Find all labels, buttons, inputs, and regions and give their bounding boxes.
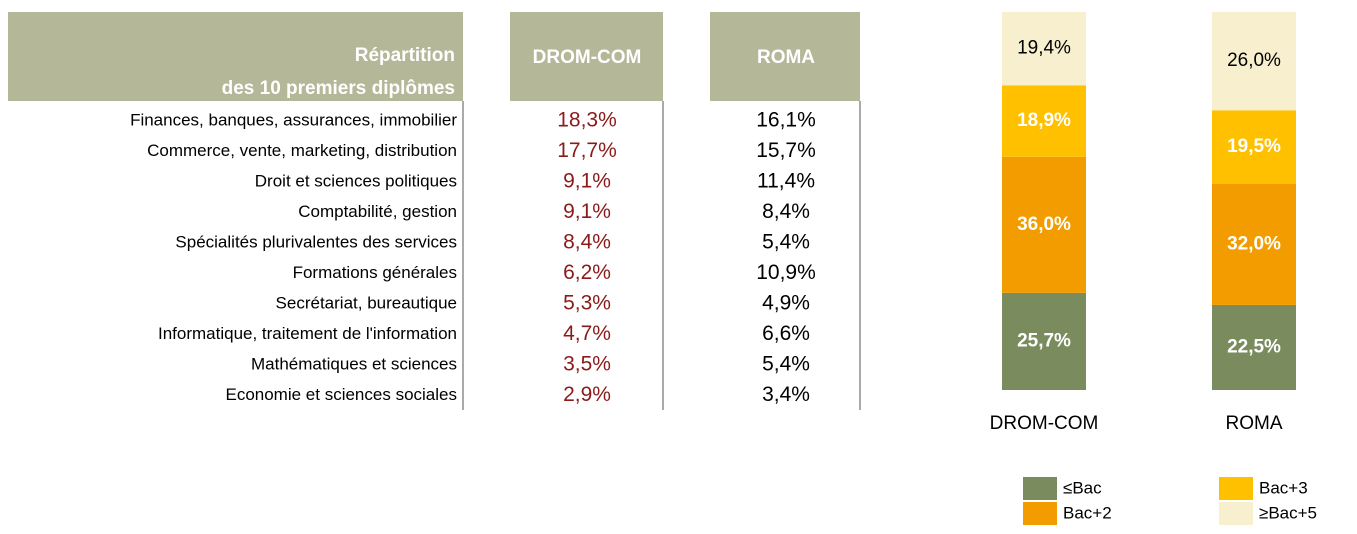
cell-value: 4,7% xyxy=(563,322,611,345)
legend-label: ≥Bac+5 xyxy=(1259,503,1317,522)
cell-value: 15,7% xyxy=(756,139,816,162)
bar-segment xyxy=(1002,156,1086,293)
cell-value: 8,4% xyxy=(762,200,810,223)
column-header: ROMA xyxy=(757,47,815,68)
header-cell xyxy=(8,12,463,101)
data-label: 19,4% xyxy=(1017,38,1071,59)
row-label: Informatique, traitement de l'informatio… xyxy=(158,324,457,343)
row-label: Formations générales xyxy=(293,263,457,282)
bar-segment xyxy=(1212,110,1296,184)
row-label: Secrétariat, bureautique xyxy=(276,293,457,312)
legend-label: Bac+3 xyxy=(1259,478,1308,497)
row-label: Commerce, vente, marketing, distribution xyxy=(147,141,457,160)
row-label: Spécialités plurivalentes des services xyxy=(175,232,457,251)
cell-value: 6,2% xyxy=(563,261,611,284)
cell-value: 17,7% xyxy=(557,139,617,162)
row-label: Economie et sciences sociales xyxy=(225,385,457,404)
x-tick-label: ROMA xyxy=(1226,413,1283,434)
cell-value: 9,1% xyxy=(563,170,611,193)
row-label: Droit et sciences politiques xyxy=(255,171,457,190)
cell-value: 11,4% xyxy=(757,170,815,193)
cell-value: 4,9% xyxy=(762,292,810,315)
header-title: Répartition xyxy=(355,45,455,66)
row-label: Finances, banques, assurances, immobilie… xyxy=(130,110,457,129)
row-label: Mathématiques et sciences xyxy=(251,354,457,373)
cell-value: 16,1% xyxy=(756,109,816,132)
cell-value: 5,4% xyxy=(762,231,810,254)
data-label: 25,7% xyxy=(1017,330,1071,351)
header-cell xyxy=(510,12,663,101)
cell-value: 10,9% xyxy=(756,261,816,284)
legend-label: Bac+2 xyxy=(1063,503,1112,522)
data-label: 19,5% xyxy=(1227,136,1281,157)
legend-swatch xyxy=(1219,502,1253,525)
cell-value: 5,3% xyxy=(563,292,611,315)
header-title: des 10 premiers diplômes xyxy=(222,78,455,99)
cell-value: 6,6% xyxy=(762,322,810,345)
data-label: 18,9% xyxy=(1017,110,1071,131)
data-label: 22,5% xyxy=(1227,336,1281,357)
cell-value: 8,4% xyxy=(563,231,611,254)
legend-label: ≤Bac xyxy=(1063,478,1102,497)
row-label: Comptabilité, gestion xyxy=(298,202,457,221)
bar-segment xyxy=(1212,304,1296,390)
bar-segment xyxy=(1212,12,1296,111)
bar-segment xyxy=(1002,12,1086,86)
bar-segment xyxy=(1002,85,1086,157)
cell-value: 3,5% xyxy=(563,353,611,376)
legend-swatch xyxy=(1023,502,1057,525)
bar-segment xyxy=(1212,183,1296,305)
cell-value: 5,4% xyxy=(762,353,810,376)
header-cell xyxy=(710,12,860,101)
cell-value: 2,9% xyxy=(563,383,611,406)
bar-segment xyxy=(1002,292,1086,390)
data-label: 32,0% xyxy=(1227,233,1281,254)
x-tick-label: DROM-COM xyxy=(990,413,1099,434)
data-label: 26,0% xyxy=(1227,50,1281,71)
data-label: 36,0% xyxy=(1017,214,1071,235)
cell-value: 18,3% xyxy=(557,109,617,132)
cell-value: 3,4% xyxy=(762,383,810,406)
cell-value: 9,1% xyxy=(563,200,611,223)
column-header: DROM-COM xyxy=(533,47,642,68)
legend-swatch xyxy=(1023,477,1057,500)
legend-swatch xyxy=(1219,477,1253,500)
